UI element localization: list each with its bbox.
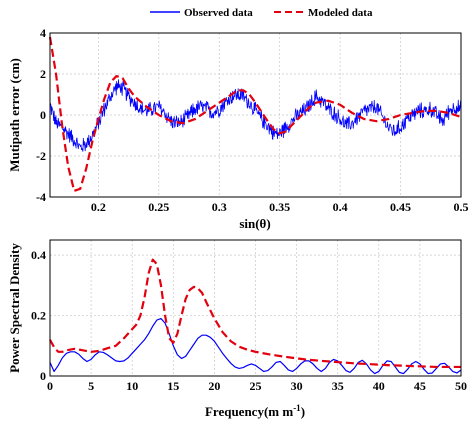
top-x-tick-label: 0.35: [269, 200, 290, 214]
bottom-y-axis-label: Power Spectral Density: [7, 243, 22, 373]
top-series-observed-line: [49, 79, 462, 152]
bottom-x-axis-label-close: ): [301, 404, 305, 419]
bottom-y-tick-label: 0.2: [31, 309, 46, 323]
bottom-x-tick-label: 15: [167, 379, 179, 393]
bottom-x-tick-label: 45: [414, 379, 426, 393]
bottom-x-tick-label: 5: [88, 379, 94, 393]
bottom-y-tick-label: 0: [40, 369, 46, 383]
top-y-tick-label: 4: [40, 26, 46, 40]
bottom-x-tick-label: 10: [126, 379, 138, 393]
top-series-modeled-line: [48, 36, 462, 192]
bottom-x-tick-label: 40: [373, 379, 385, 393]
top-x-tick-label: 0.3: [212, 200, 227, 214]
top-x-tick-label: 0.25: [148, 200, 169, 214]
top-grid: [50, 33, 461, 197]
bottom-x-axis-label-main: Frequency(m m: [205, 404, 293, 419]
bottom-tick-labels: 0 5 10 15 20 25 30 35 40 45 50 0 0.2 0.4: [31, 248, 467, 393]
bottom-x-tick-label: 20: [208, 379, 220, 393]
top-y-tick-label: 0: [40, 108, 46, 122]
legend-modeled-label: Modeled data: [308, 7, 373, 19]
top-y-tick-label: 2: [40, 67, 46, 81]
top-series-group: [48, 36, 462, 192]
bottom-plot-frame: [49, 239, 462, 377]
bottom-x-tick-label: 30: [291, 379, 303, 393]
bottom-y-tick-label: 0.4: [31, 248, 46, 262]
bottom-series-observed-line: [49, 317, 462, 375]
top-plot-frame: [49, 32, 462, 198]
bottom-x-tick-label: 25: [250, 379, 262, 393]
top-y-tick-label: -4: [36, 190, 46, 204]
bottom-grid: [50, 240, 461, 376]
psd-chart: 0 5 10 15 20 25 30 35 40 45 50 0 0.2 0.4 Frequency(m …: [7, 239, 467, 419]
top-y-tick-label: -2: [36, 149, 46, 163]
bottom-x-tick-label: 50: [455, 379, 467, 393]
top-x-tick-label: 0.5: [454, 200, 469, 214]
top-y-axis-label: Mutipath error (cm): [7, 58, 22, 172]
top-x-tick-label: 0.45: [390, 200, 411, 214]
top-x-tick-label: 0.4: [333, 200, 348, 214]
top-x-tick-label: 0.2: [91, 200, 106, 214]
top-tick-labels: 0.2 0.25 0.3 0.35 0.4 0.45 0.5 -4 -2 0 2 4: [36, 26, 469, 214]
bottom-x-axis-label: Frequency(m m-1): [205, 403, 305, 419]
top-x-axis-label: sin(θ): [239, 216, 270, 231]
multipath-error-chart: 0.2 0.25 0.3 0.35 0.4 0.45 0.5 -4 -2 0 2 4 sin(θ) M…: [7, 26, 469, 231]
legend: Observed data Modeled data: [150, 7, 373, 19]
bottom-x-tick-label: 35: [332, 379, 344, 393]
bottom-series-group: [49, 258, 462, 375]
legend-observed-label: Observed data: [184, 7, 253, 19]
bottom-x-axis-label-sup: -1: [293, 403, 301, 413]
bottom-x-tick-label: 0: [47, 379, 53, 393]
